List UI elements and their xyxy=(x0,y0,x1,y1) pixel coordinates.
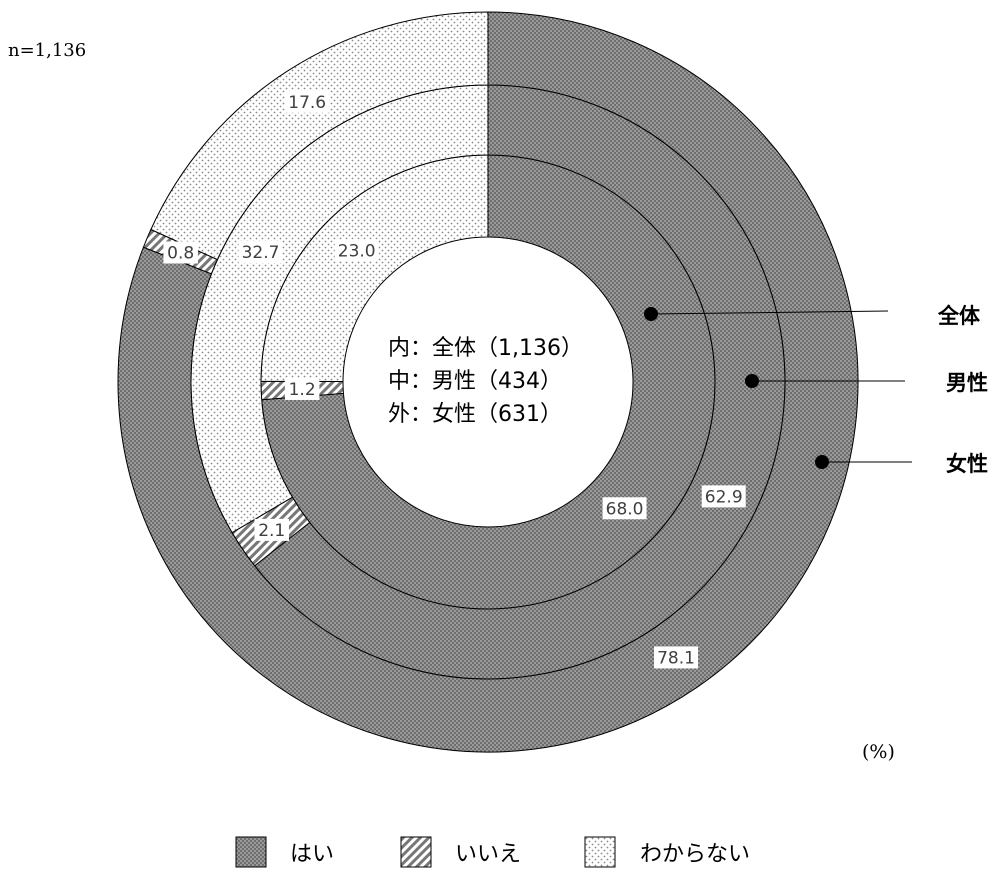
value-label-男性-yes: 62.9 xyxy=(705,487,743,507)
legend-label-no: いいえ xyxy=(455,842,521,867)
value-label-全体-unknown: 23.0 xyxy=(338,241,376,261)
unit-label: (%) xyxy=(862,741,895,763)
legend-label-unknown: わからない xyxy=(640,842,750,867)
value-labels: 68.0 1.2 23.0 62.9 2.1 32.7 78.1 0.8 17.6 xyxy=(163,90,746,669)
legend: はい いいえ わからない xyxy=(235,836,750,868)
center-label-inner: 内：全体（1,136） xyxy=(388,336,583,361)
slice-女性-unknown xyxy=(150,11,489,261)
value-label-bg-全体-unknown xyxy=(334,239,379,262)
center-label-middle: 中：男性（434） xyxy=(388,369,562,394)
legend-label-yes: はい xyxy=(290,842,334,867)
value-label-bg-全体-no xyxy=(284,377,320,400)
value-label-bg-男性-no xyxy=(254,518,289,541)
series-label-全体: 全体 xyxy=(937,304,981,328)
legend-swatch-yes xyxy=(235,836,267,868)
value-label-全体-no: 1.2 xyxy=(289,380,316,400)
value-label-男性-no: 2.1 xyxy=(258,521,285,541)
value-label-bg-女性-unknown xyxy=(285,90,330,113)
value-label-男性-unknown: 32.7 xyxy=(242,243,280,263)
series-label-男性: 男性 xyxy=(946,371,988,395)
slice-女性-yes xyxy=(117,11,859,753)
sample-size: n=1,136 xyxy=(8,40,86,61)
value-label-全体-yes: 68.0 xyxy=(606,499,644,519)
center-labels: 内：全体（1,136） 中：男性（434） 外：女性（631） xyxy=(388,336,583,427)
value-label-bg-男性-unknown xyxy=(238,240,283,263)
series-label-女性: 女性 xyxy=(946,452,988,476)
value-label-女性-no: 0.8 xyxy=(167,243,194,263)
legend-swatch-unknown xyxy=(584,836,616,868)
donut-rings xyxy=(117,11,859,753)
value-label-bg-女性-yes xyxy=(654,646,699,669)
legend-swatch-no xyxy=(400,836,432,868)
value-label-女性-yes: 78.1 xyxy=(657,648,695,668)
leader-line-全体 xyxy=(650,310,889,315)
value-label-bg-男性-yes xyxy=(701,485,746,508)
center-label-outer: 外：女性（631） xyxy=(388,402,562,427)
value-label-bg-全体-yes xyxy=(602,497,647,520)
value-label-bg-女性-no xyxy=(163,241,198,264)
value-label-女性-unknown: 17.6 xyxy=(288,93,326,113)
